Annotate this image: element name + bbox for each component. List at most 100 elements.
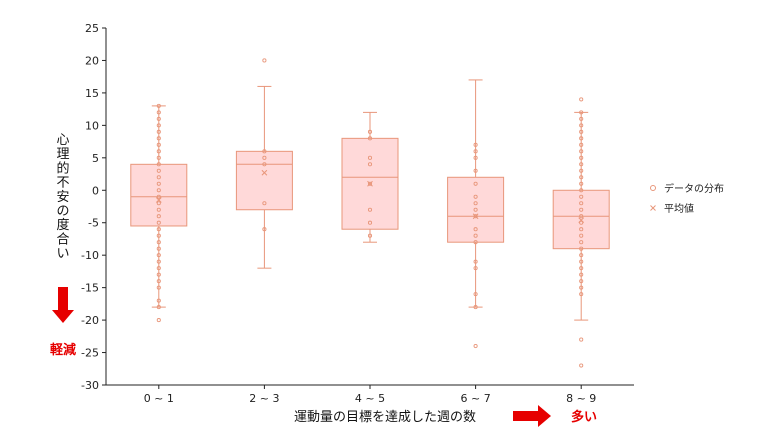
data-point — [579, 129, 584, 134]
data-point — [156, 149, 161, 154]
box-iqr — [447, 176, 505, 243]
data-point — [579, 110, 584, 115]
data-point — [579, 207, 584, 212]
data-point — [156, 305, 161, 310]
box-group — [447, 79, 505, 349]
data-point — [156, 116, 161, 121]
data-point — [579, 259, 584, 264]
data-point — [579, 97, 584, 102]
data-point — [156, 240, 161, 245]
data-point — [156, 279, 161, 284]
y-tick-label: -10 — [81, 249, 99, 262]
y-axis-label-char: 合 — [56, 232, 69, 247]
mean-marker — [155, 197, 162, 203]
data-point — [473, 155, 478, 160]
data-point — [473, 207, 478, 212]
data-point — [579, 220, 584, 225]
data-point — [579, 175, 584, 180]
data-point — [579, 136, 584, 141]
data-point — [473, 240, 478, 245]
y-axis-label-char: 理 — [56, 147, 69, 162]
data-point — [579, 149, 584, 154]
data-point — [156, 181, 161, 186]
data-point — [473, 142, 478, 147]
data-point — [367, 162, 373, 167]
data-point — [156, 246, 161, 251]
data-point — [262, 201, 267, 206]
data-point — [367, 220, 373, 225]
y-tick-label: 15 — [85, 87, 99, 100]
box-iqr — [235, 150, 293, 211]
data-point — [579, 168, 584, 173]
y-tick-label: -15 — [81, 282, 99, 295]
data-point — [367, 207, 373, 212]
data-point — [579, 337, 584, 342]
data-point — [473, 181, 478, 186]
data-point — [579, 116, 584, 121]
data-point — [473, 214, 478, 219]
box-group — [130, 103, 188, 323]
data-point — [262, 227, 267, 232]
data-point — [579, 181, 584, 186]
legend-item-mean: 平均値 — [664, 202, 694, 215]
data-point — [473, 305, 478, 310]
mean-marker — [578, 217, 585, 223]
legend-item-distribution: データの分布 — [664, 182, 724, 195]
data-point — [473, 194, 478, 199]
data-point — [156, 103, 161, 108]
data-point — [156, 253, 161, 258]
x-tick-label: 6 ~ 7 — [460, 392, 490, 405]
data-point — [473, 201, 478, 206]
data-point — [262, 58, 267, 63]
y-tick-label: -5 — [88, 217, 99, 230]
data-point — [579, 363, 584, 368]
data-point — [156, 233, 161, 238]
x-axis-label: 運動量の目標を達成した週の数 — [294, 410, 476, 425]
data-point — [262, 155, 267, 160]
data-point — [579, 279, 584, 284]
data-point — [473, 292, 478, 297]
data-point — [156, 318, 161, 323]
data-point — [473, 233, 478, 238]
data-point — [156, 201, 161, 206]
data-point — [156, 259, 161, 264]
data-point — [156, 285, 161, 290]
data-point — [579, 285, 584, 290]
reduction-label: 軽減 — [50, 342, 76, 358]
mean-marker — [367, 180, 373, 187]
data-point — [367, 181, 373, 186]
data-point — [156, 123, 161, 128]
data-point — [156, 136, 161, 141]
data-point — [156, 266, 161, 271]
data-point — [579, 123, 584, 128]
x-tick-label: 0 ~ 1 — [144, 392, 174, 405]
y-axis-label-char: 不 — [56, 176, 69, 191]
data-point — [579, 227, 584, 232]
y-tick-label: 10 — [85, 119, 99, 132]
data-point — [473, 259, 478, 264]
data-point — [473, 168, 478, 173]
data-point — [579, 246, 584, 251]
data-point — [262, 149, 267, 154]
data-point — [156, 272, 161, 277]
data-point — [579, 292, 584, 297]
data-point — [156, 175, 161, 180]
legend-circle-icon — [650, 185, 656, 191]
data-point — [156, 207, 161, 212]
data-point — [262, 162, 267, 167]
right-arrow-icon — [513, 405, 551, 427]
data-point — [473, 266, 478, 271]
data-point — [579, 155, 584, 160]
data-point — [156, 227, 161, 232]
data-point — [579, 201, 584, 206]
data-point — [579, 233, 584, 238]
data-point — [367, 233, 373, 238]
data-point — [156, 220, 161, 225]
data-point — [156, 214, 161, 219]
y-tick-label: 20 — [85, 54, 99, 67]
y-ticks: 25 20 15 10 5 0 -5 -10 -15 -20 -25 -30 — [81, 22, 106, 392]
y-tick-label: 0 — [92, 184, 99, 197]
y-axis-label-char: 度 — [56, 217, 69, 233]
data-point — [579, 162, 584, 167]
